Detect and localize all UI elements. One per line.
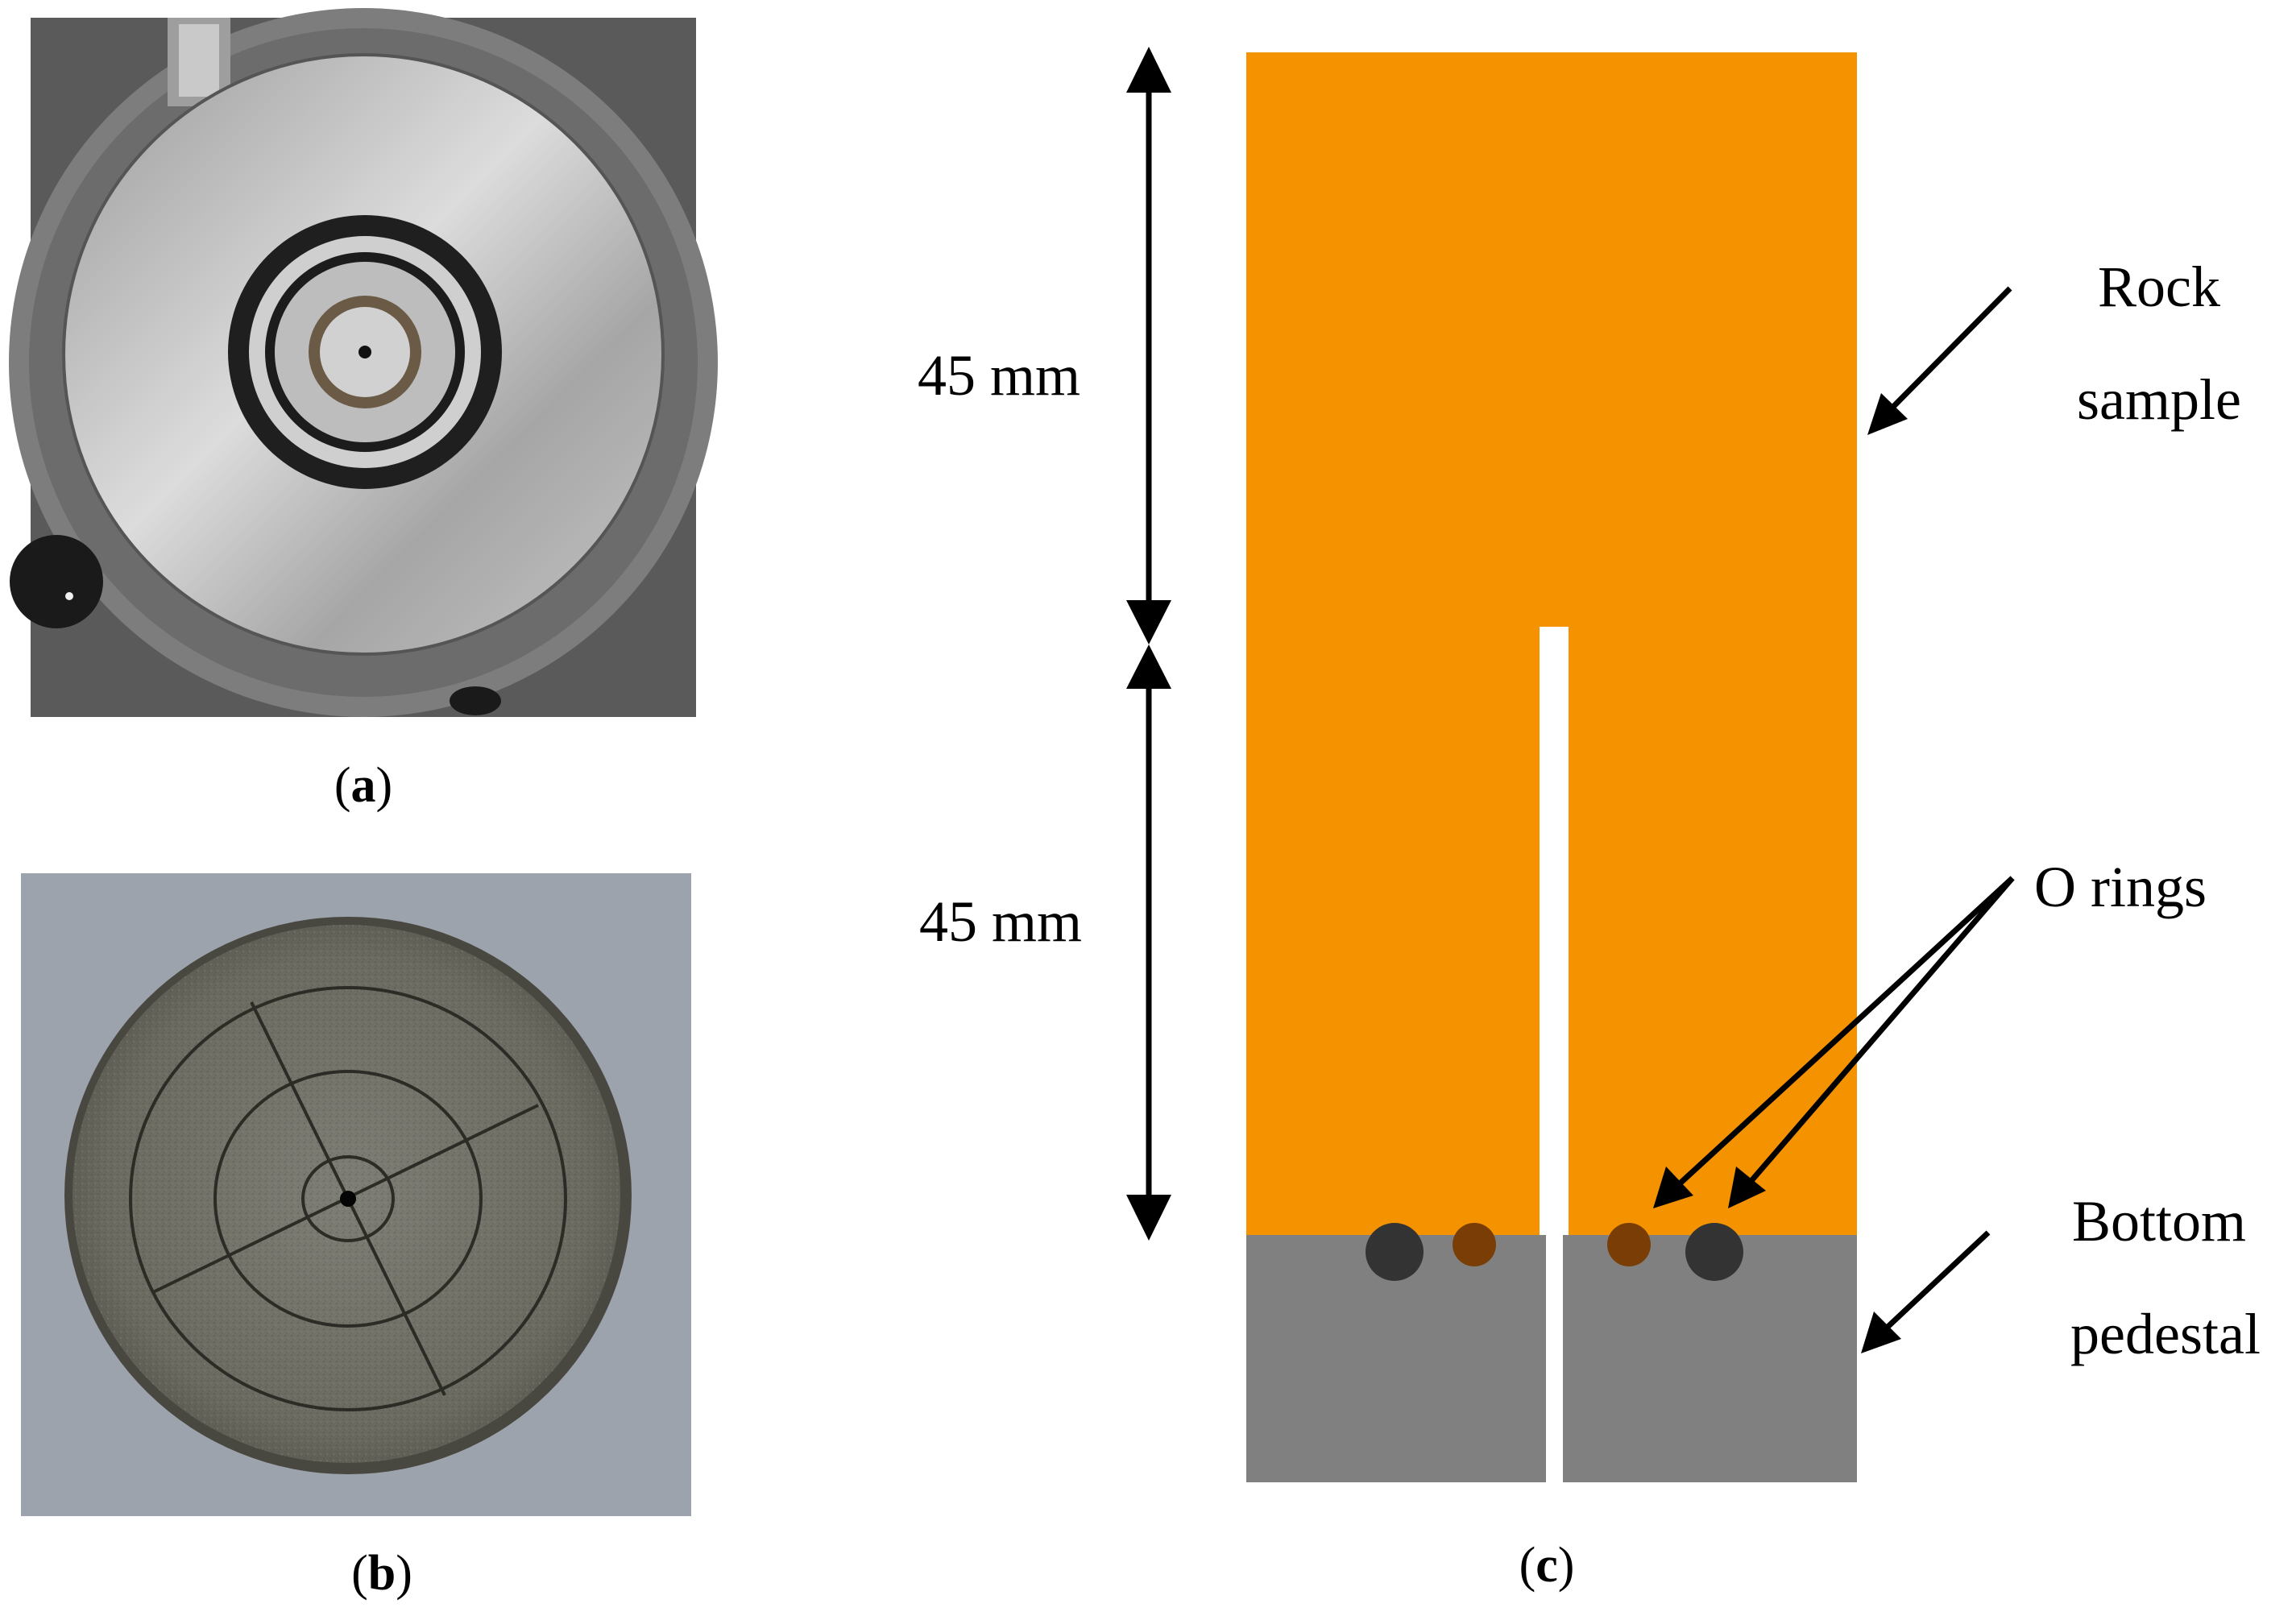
oring-inner-right — [1607, 1223, 1651, 1266]
dim-label-lower: 45 mm — [919, 889, 1082, 954]
oring-inner-left — [1453, 1223, 1496, 1266]
central-slot — [1540, 627, 1569, 1235]
oring-outer-right — [1685, 1223, 1743, 1281]
photo-a — [9, 8, 718, 717]
rock-sample-lower-left — [1246, 628, 1540, 1235]
oring-outer-left — [1366, 1223, 1424, 1281]
dimension-arrow-lower — [1126, 644, 1171, 1241]
pointer-rock — [1867, 286, 2012, 435]
schematic-c: 45 mm 45 mm Rock sample O rings Bottom p… — [918, 47, 2261, 1482]
label-orings: O rings — [2034, 855, 2207, 919]
photo-b — [21, 873, 691, 1516]
rock-sample-bridge — [1540, 52, 1569, 627]
rock-sample-lower-right — [1569, 628, 1857, 1235]
label-rock-line2: sample — [2077, 367, 2241, 432]
label-pedestal-line1: Bottom — [2072, 1189, 2246, 1254]
pointer-pedestal — [1861, 1230, 1991, 1353]
caption-c: (c) — [1519, 1538, 1575, 1593]
dimension-arrow-upper — [1126, 47, 1171, 644]
label-rock-line1: Rock — [2098, 255, 2220, 319]
caption-a: (a) — [334, 758, 393, 813]
dim-label-upper: 45 mm — [918, 343, 1080, 408]
label-pedestal-line2: pedestal — [2070, 1302, 2261, 1366]
caption-b: (b) — [351, 1546, 412, 1601]
pointer-orings — [1653, 876, 2015, 1208]
